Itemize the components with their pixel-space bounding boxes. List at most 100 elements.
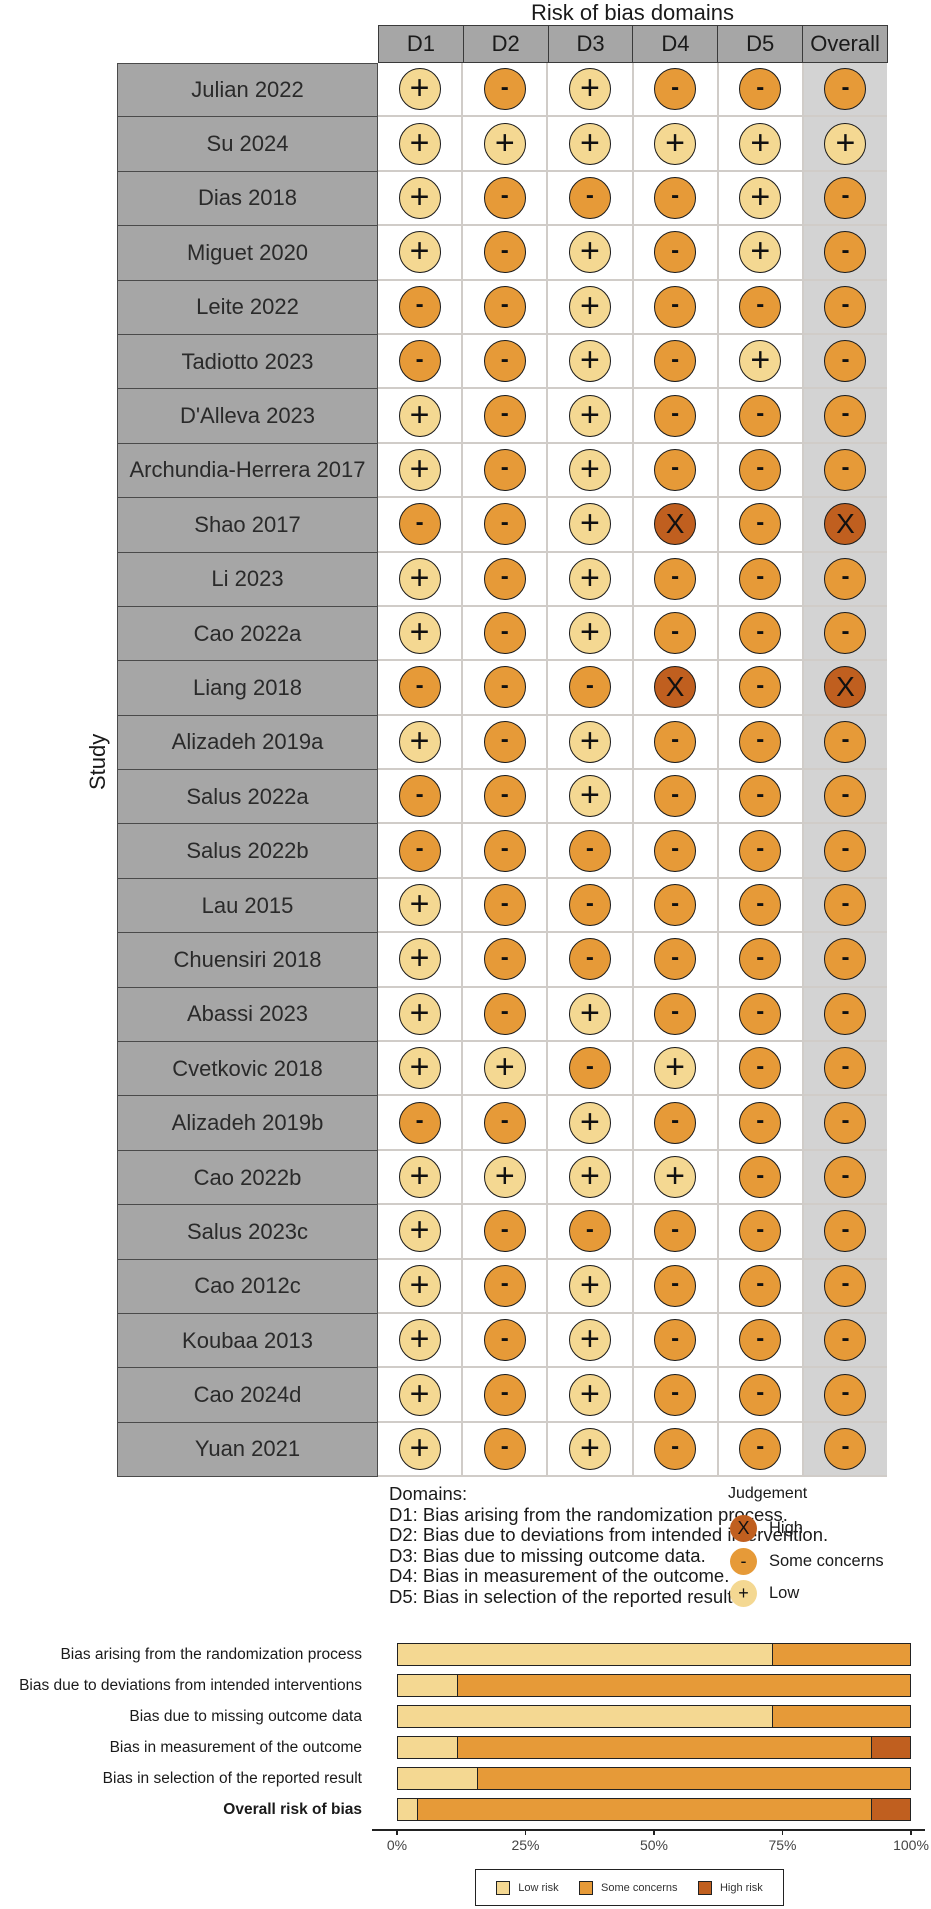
some-concerns-icon: - <box>483 612 526 655</box>
legend-item-low: Low risk <box>496 1880 559 1895</box>
low-risk-icon: + <box>398 1264 441 1307</box>
study-row: Cao 2022b + + + + - - <box>117 1149 888 1206</box>
judgement-cell-d1: + <box>378 1042 464 1097</box>
some-concerns-icon: - <box>654 938 697 981</box>
some-concerns-icon: - <box>654 884 697 927</box>
some-concerns-icon: - <box>739 938 782 981</box>
study-row: Julian 2022 + - + - - - <box>117 63 888 118</box>
judgement-cell-d1: + <box>378 1259 464 1314</box>
judgement-cell-overall: - <box>803 552 888 607</box>
judgement-cell-d5: + <box>718 117 804 172</box>
judgement-cell-d5: - <box>718 715 804 771</box>
study-label: Li 2023 <box>117 551 378 607</box>
some-concerns-icon: - <box>568 666 611 709</box>
some-concerns-icon: - <box>483 448 526 491</box>
judgement-cell-overall: - <box>803 987 888 1043</box>
study-row: Cao 2012c + - + - - - <box>117 1258 888 1314</box>
judgement-cell-overall: + <box>803 117 888 172</box>
judgement-cell-overall: - <box>803 878 888 934</box>
some-concerns-icon: - <box>654 68 697 111</box>
judgement-cell-overall: - <box>803 770 888 825</box>
some-concerns-icon: - <box>739 1101 782 1144</box>
study-row: Alizadeh 2019b - - + - - - <box>117 1095 888 1151</box>
judgement-cell-d5: - <box>718 933 804 988</box>
study-row: Liang 2018- - - X - X <box>117 660 888 716</box>
x-axis-tick <box>910 1829 912 1835</box>
some-concerns-icon: - <box>654 557 697 600</box>
judgement-cell-d1: - <box>378 498 464 553</box>
judgement-cell-d4: - <box>633 987 719 1043</box>
judgement-cell-d2: - <box>463 63 549 118</box>
judgement-cell-d1: - <box>378 280 464 335</box>
judgement-cell-d2: - <box>463 498 549 553</box>
study-row: Tadiotto 2023- - + - + - <box>117 333 888 390</box>
study-label: Miguet 2020 <box>117 225 378 281</box>
judgement-cell-d4: - <box>633 1096 719 1151</box>
low-risk-icon: + <box>483 1156 526 1198</box>
some-concerns-icon: - <box>739 666 782 709</box>
judgement-cell-overall: - <box>803 824 888 879</box>
study-label: Alizadeh 2019a <box>117 714 378 771</box>
judgement-cell-d5: - <box>718 1150 804 1206</box>
plot-title: Risk of bias domains <box>531 0 734 25</box>
study-label: Liang 2018 <box>117 660 378 716</box>
low-risk-icon: + <box>568 1156 611 1198</box>
judgement-cell-overall: X <box>803 498 888 553</box>
x-axis-tick <box>524 1829 527 1835</box>
judgement-cell-d3: + <box>548 606 634 662</box>
judgement-cell-overall: - <box>803 1368 888 1423</box>
some-concerns-icon: - <box>824 884 867 927</box>
judgement-cell-d4: - <box>633 280 719 335</box>
study-label: Cao 2022a <box>117 605 378 662</box>
some-concerns-icon: - <box>739 1047 782 1090</box>
low-risk-icon: + <box>398 720 441 763</box>
study-label: Yuan 2021 <box>117 1421 378 1478</box>
low-risk-icon: + <box>398 394 441 437</box>
some-concerns-icon: - <box>568 176 611 219</box>
some-concerns-icon: - <box>654 829 697 872</box>
some-concerns-icon: - <box>824 68 867 111</box>
judgement-cell-overall: - <box>803 226 888 281</box>
some-concerns-icon: - <box>824 1047 867 1090</box>
low-risk-icon: + <box>568 775 611 818</box>
study-label: Cao 2024d <box>117 1367 378 1423</box>
judgement-cell-d5: - <box>718 1422 804 1478</box>
study-row: Koubaa 2013 + - + - - - <box>117 1312 888 1369</box>
judgement-cell-d3: - <box>548 824 634 879</box>
some-concerns-icon: - <box>654 612 697 655</box>
study-row: Su 2024 + + + + + + <box>117 116 888 172</box>
column-header-d4: D4 <box>632 25 719 63</box>
judgement-cell-overall: - <box>803 715 888 771</box>
bar-category-label: Overall risk of bias <box>223 1801 362 1818</box>
some-concerns-icon: - <box>824 176 867 219</box>
low-risk-icon: + <box>568 1319 611 1362</box>
judgement-cell-d4: - <box>633 1313 719 1369</box>
judgement-cell-overall: - <box>803 1205 888 1260</box>
some-concerns-icon: - <box>739 884 782 927</box>
study-row: Lau 2015 + - - - - - <box>117 877 888 934</box>
judgement-cell-d5: - <box>718 606 804 662</box>
judgement-cell-d1: + <box>378 606 464 662</box>
judgement-cell-d4: - <box>633 389 719 444</box>
judgement-cell-d4: + <box>633 1150 719 1206</box>
some-concerns-icon: - <box>483 1319 526 1362</box>
legend-label: Low risk <box>518 1881 559 1894</box>
some-concerns-icon: - <box>654 176 697 219</box>
legend-label: High risk <box>719 1881 763 1894</box>
legend-swatch-icon <box>579 1880 594 1895</box>
legend-label: Some concerns <box>601 1881 678 1894</box>
some-concerns-icon: - <box>568 1210 611 1253</box>
bar-category-label: Bias due to missing outcome data <box>129 1708 362 1725</box>
judgement-cell-overall: - <box>803 933 888 988</box>
some-concerns-icon: - <box>739 775 782 818</box>
some-concerns-icon: - <box>739 557 782 600</box>
judgement-cell-d3: + <box>548 1313 634 1369</box>
judgement-cell-d5: - <box>718 1042 804 1097</box>
some-concerns-icon: - <box>483 775 526 818</box>
judgement-cell-d3: - <box>548 1042 634 1097</box>
study-row: Alizadeh 2019a + - + - - - <box>117 714 888 771</box>
judgement-cell-d5: - <box>718 1313 804 1369</box>
x-axis-tick-label: 0% <box>386 1837 408 1853</box>
judgement-cell-d5: - <box>718 770 804 825</box>
some-concerns-icon: - <box>654 231 697 274</box>
